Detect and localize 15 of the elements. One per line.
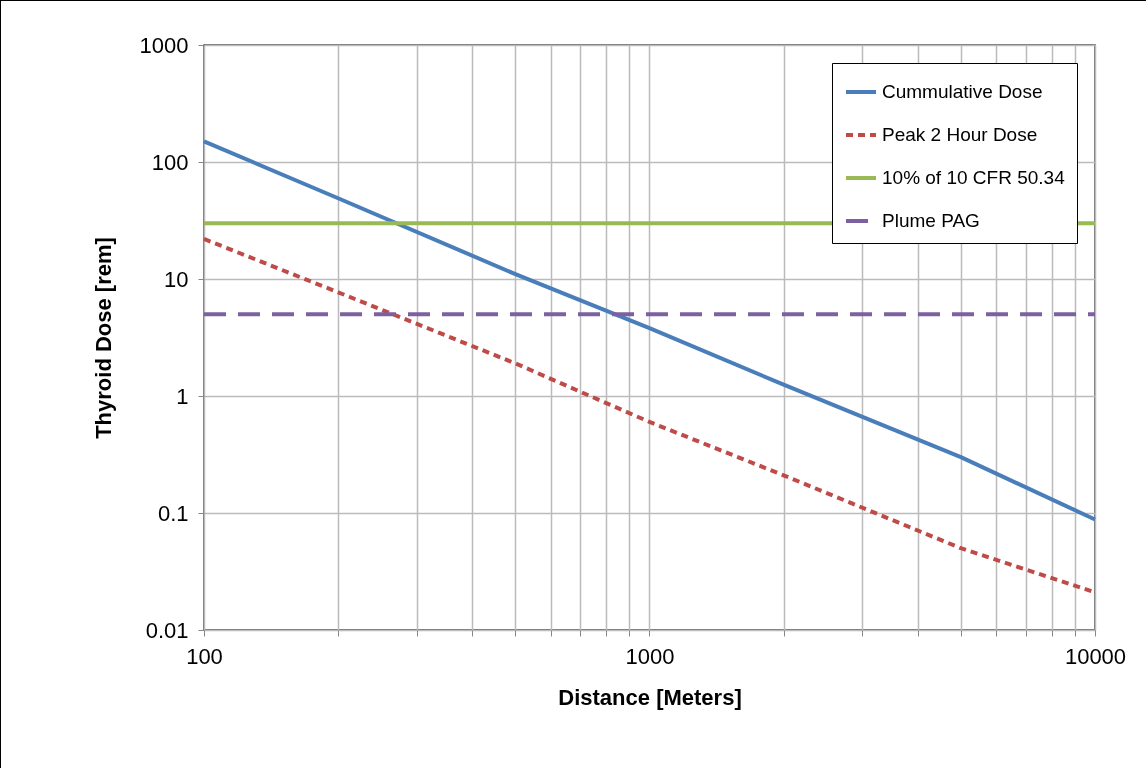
x-tick-label: 10000 — [1064, 643, 1127, 669]
y-axis-title: Thyroid Dose [rem] — [90, 237, 116, 439]
legend-label: 10% of 10 CFR 50.34 — [882, 167, 1066, 188]
y-tick-label: 1000 — [139, 32, 189, 58]
legend-label: Cummulative Dose — [882, 81, 1043, 102]
y-tick-label: 0.1 — [157, 500, 189, 526]
x-axis-title: Distance [Meters] — [558, 684, 742, 710]
legend-label: Peak 2 Hour Dose — [882, 124, 1038, 145]
y-tick-label: 100 — [151, 149, 189, 175]
legend-label: Plume PAG — [882, 210, 980, 231]
y-tick-label: 0.01 — [145, 617, 189, 643]
x-tick-label: 100 — [186, 643, 223, 669]
y-tick-label: 10 — [164, 266, 189, 292]
y-tick-label: 1 — [176, 383, 189, 409]
x-tick-label: 1000 — [625, 643, 675, 669]
